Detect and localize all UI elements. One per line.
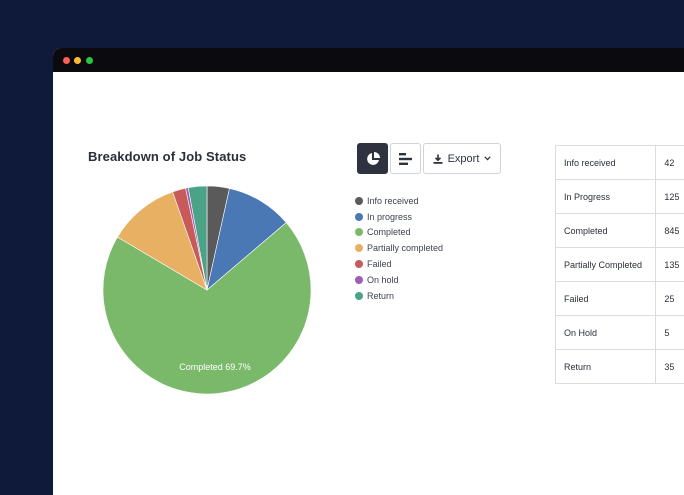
legend-label: In progress (367, 211, 413, 222)
legend-swatch (355, 260, 363, 269)
status-name-cell: Completed (554, 213, 657, 248)
legend-item[interactable]: Completed (355, 225, 443, 241)
legend-label: Completed (367, 227, 411, 238)
status-name-cell: Info received (554, 145, 657, 180)
legend-swatch (355, 228, 363, 237)
legend-label: Failed (367, 259, 392, 270)
status-count-cell: 125 (655, 179, 684, 214)
legend-label: Partially completed (367, 243, 444, 254)
legend-label: Return (367, 290, 395, 301)
chart-legend: Info received In progress Completed Partial… (355, 193, 443, 304)
table-row: Info received 42 (554, 145, 684, 180)
status-count-cell: 5 (655, 315, 684, 350)
legend-item[interactable]: Info received (355, 193, 443, 209)
status-count-cell: 135 (655, 247, 684, 282)
status-name-cell: In Progress (554, 179, 657, 214)
legend-swatch (355, 291, 363, 300)
pie-slice-return[interactable] (187, 185, 208, 291)
status-table: Info received 42 In Progress 125 Completed 84… (554, 145, 684, 384)
app-window: Breakdown of Job Status Completed 69.7% … (53, 48, 684, 495)
legend-item[interactable]: Partially completed (355, 240, 443, 256)
table-row: Return 35 (554, 349, 684, 384)
legend-swatch (355, 196, 363, 205)
table-row: Completed 845 (554, 213, 684, 248)
status-name-cell: Failed (554, 281, 657, 316)
download-icon (433, 154, 443, 164)
pie-chart-view-button[interactable] (357, 143, 388, 174)
table-row: On Hold 5 (554, 315, 684, 350)
pie-chart: Completed 69.7% (102, 185, 312, 395)
legend-item[interactable]: In progress (355, 209, 443, 225)
bar-chart-icon (398, 152, 412, 165)
close-window-button[interactable] (63, 57, 70, 64)
status-count-cell: 42 (655, 145, 684, 180)
table-row: In Progress 125 (554, 179, 684, 214)
status-count-cell: 25 (655, 281, 684, 316)
export-button[interactable]: Export (423, 143, 501, 174)
status-name-cell: Partially Completed (554, 247, 657, 282)
maximize-window-button[interactable] (86, 57, 93, 64)
legend-label: On hold (367, 274, 399, 285)
status-count-cell: 845 (655, 213, 684, 248)
status-name-cell: Return (554, 349, 657, 384)
table-row: Partially Completed 135 (554, 247, 684, 282)
export-label: Export (447, 152, 480, 165)
completed-slice-label: Completed 69.7% (179, 362, 251, 372)
minimize-window-button[interactable] (74, 57, 81, 64)
chevron-down-icon (484, 156, 492, 161)
legend-label: Info received (367, 195, 419, 206)
legend-item[interactable]: Return (355, 288, 443, 304)
legend-item[interactable]: On hold (355, 272, 443, 288)
legend-swatch (355, 244, 363, 253)
pie-slice-completed[interactable] (102, 222, 312, 395)
status-count-cell: 35 (655, 349, 684, 384)
table-row: Failed 25 (554, 281, 684, 316)
bar-chart-view-button[interactable] (390, 143, 421, 174)
legend-swatch (355, 275, 363, 284)
chart-title: Breakdown of Job Status (88, 149, 247, 164)
pie-slice-partially-completed[interactable] (117, 191, 208, 291)
legend-item[interactable]: Failed (355, 256, 443, 272)
pie-chart-icon (366, 151, 380, 165)
status-name-cell: On Hold (554, 315, 657, 350)
legend-swatch (355, 212, 363, 221)
window-titlebar (53, 48, 684, 72)
